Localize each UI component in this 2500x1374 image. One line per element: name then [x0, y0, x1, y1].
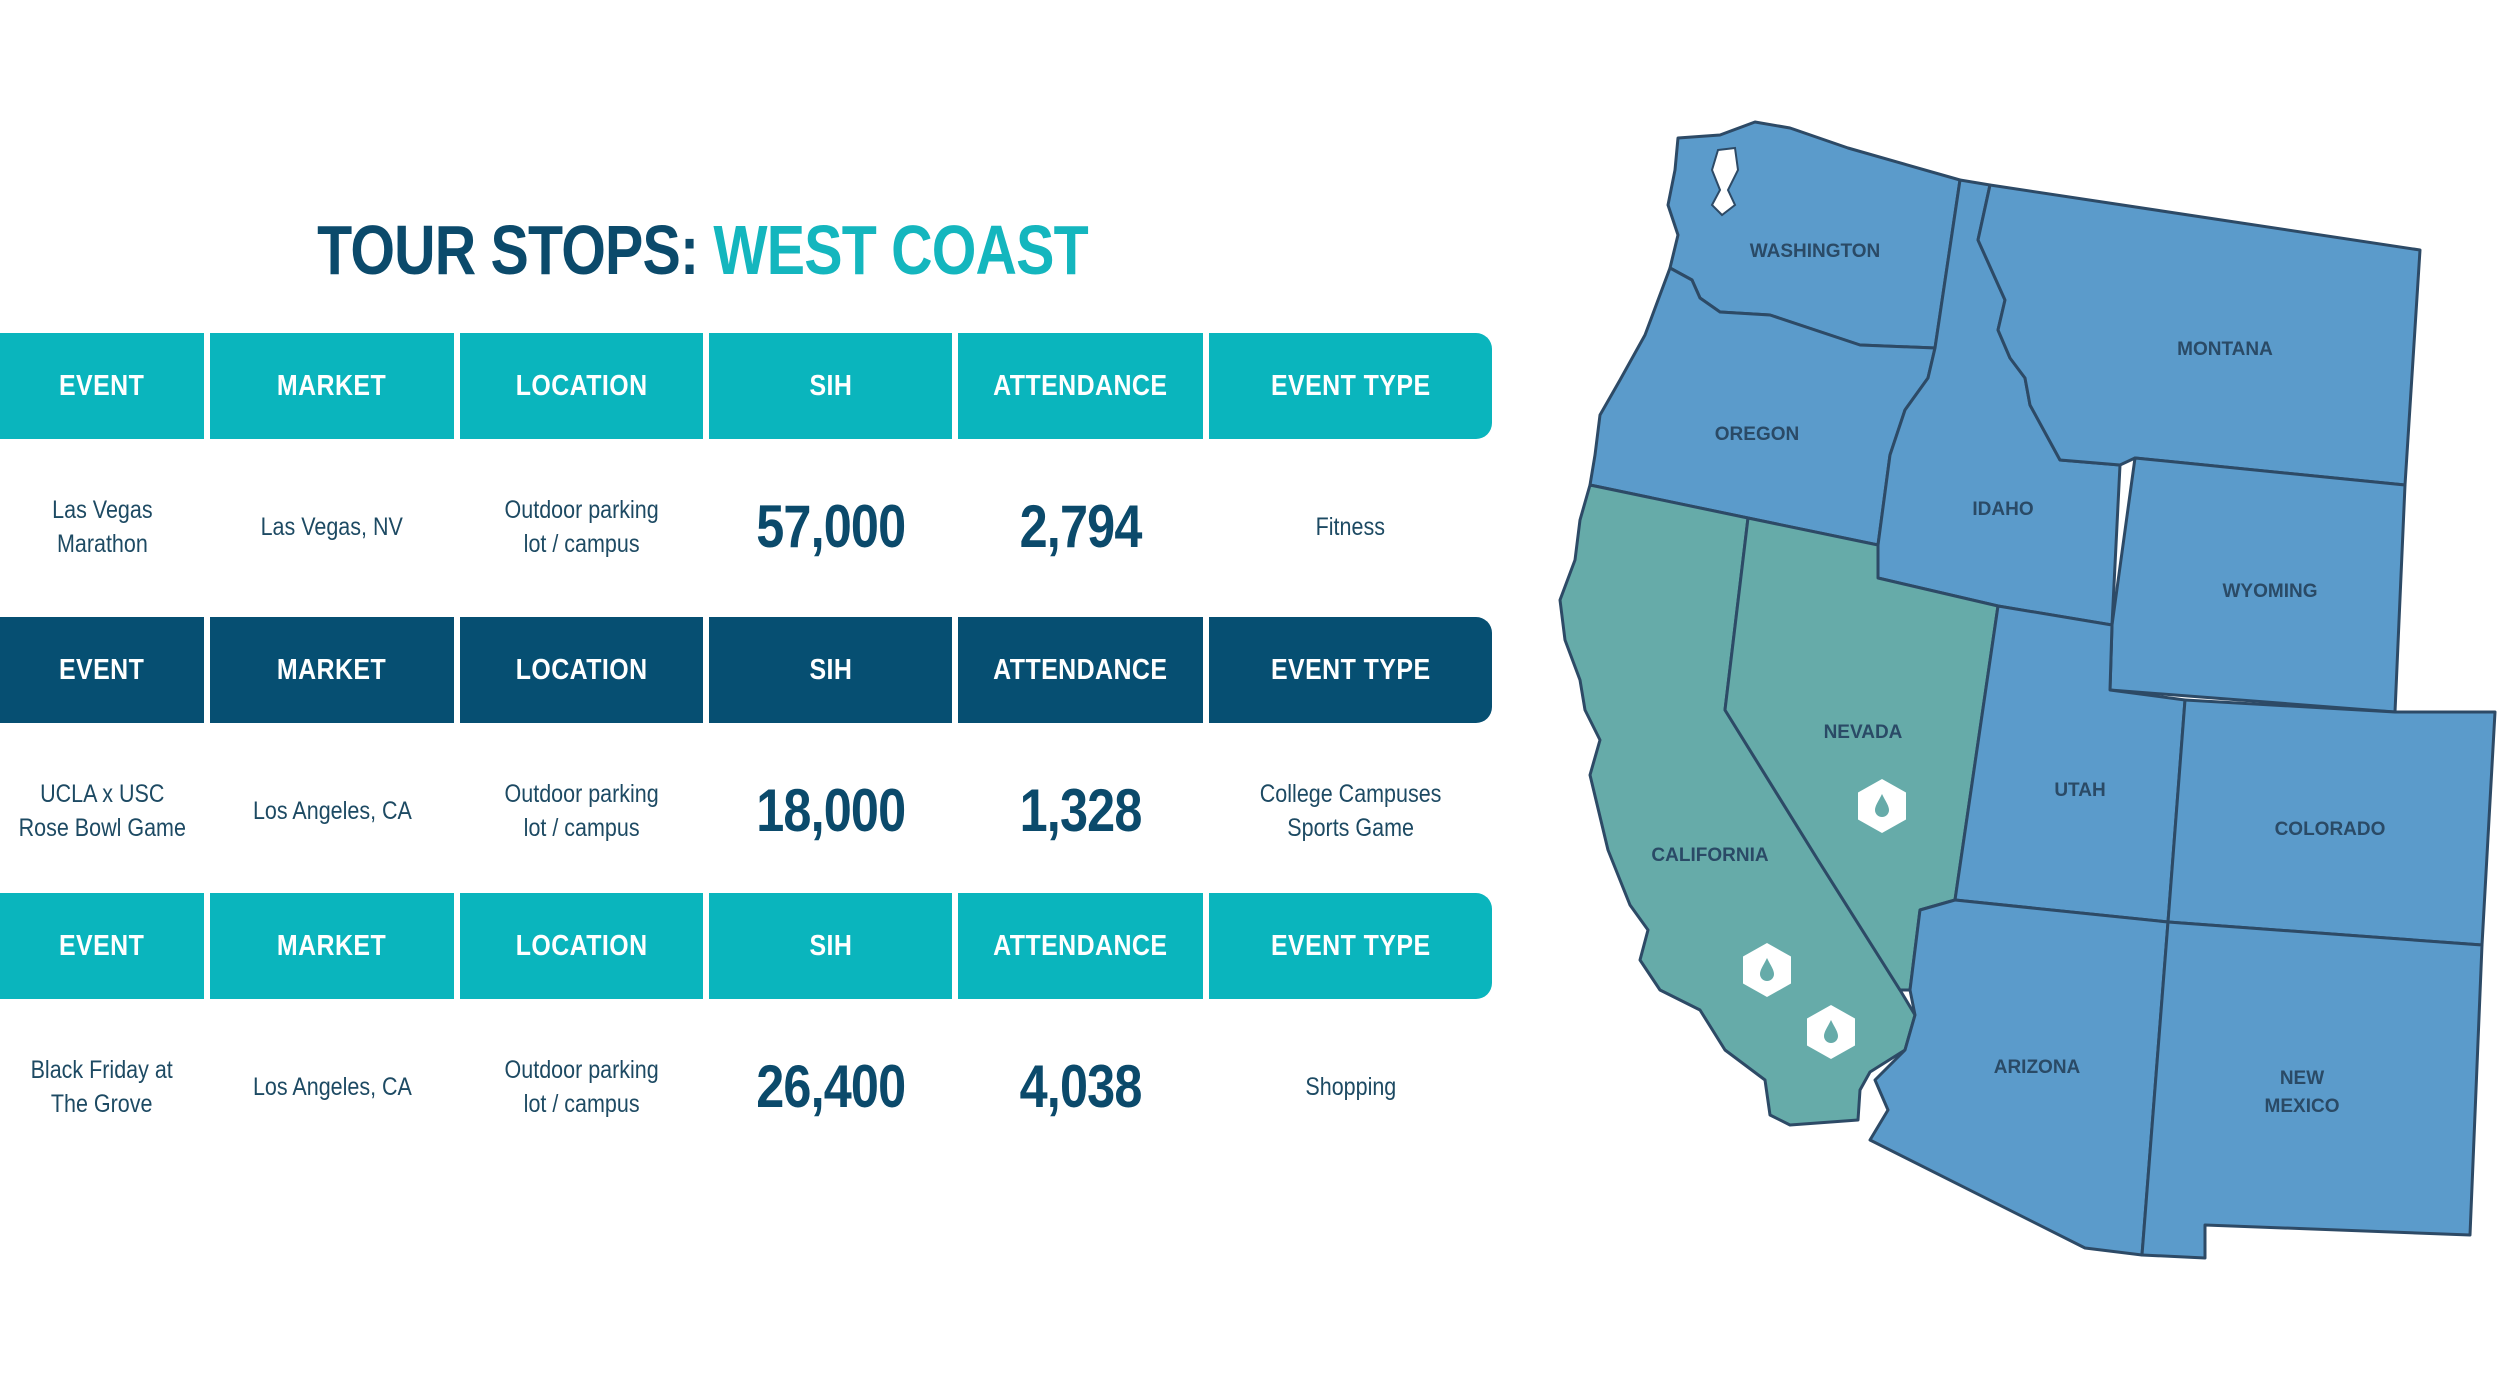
state-new-mexico — [2140, 920, 2484, 1260]
label-utah: UTAH — [2054, 780, 2105, 801]
label-oregon: OREGON — [1715, 424, 1799, 445]
cell-sih: 57,000 — [755, 493, 906, 560]
table-row: Las Vegas Marathon Las Vegas, NV Outdoor… — [0, 439, 1492, 615]
label-wyoming: WYOMING — [2223, 581, 2318, 602]
cell-event-type: Fitness — [1315, 513, 1386, 541]
label-idaho: IDAHO — [1972, 499, 2033, 520]
cell-event-type: College Campuses Sports Game — [1259, 780, 1442, 842]
title-highlight: WEST COAST — [713, 211, 1088, 289]
cell-location: Outdoor parking lot / campus — [504, 496, 659, 558]
header-attendance: ATTENDANCE — [958, 893, 1203, 999]
label-nevada: NEVADA — [1824, 722, 1903, 743]
cell-attendance: 4,038 — [1019, 1053, 1143, 1120]
marker-las-vegas — [1858, 779, 1906, 833]
cell-market: Las Vegas, NV — [260, 513, 404, 541]
water-drop-icon — [1875, 794, 1889, 817]
cell-sih: 26,400 — [755, 1053, 906, 1120]
label-colorado: COLORADO — [2275, 819, 2386, 840]
header-event: EVENT — [0, 333, 204, 439]
label-new-mexico-2: MEXICO — [2265, 1096, 2340, 1117]
cell-market: Los Angeles, CA — [252, 1073, 412, 1101]
header-event: EVENT — [0, 617, 204, 723]
label-washington: WASHINGTON — [1750, 241, 1881, 262]
header-event-type: EVENT TYPE — [1209, 333, 1492, 439]
header-sih: SIH — [709, 893, 952, 999]
state-wyoming — [2108, 456, 2407, 714]
label-arizona: ARIZONA — [1994, 1057, 2081, 1078]
cell-attendance: 2,794 — [1019, 493, 1143, 560]
table-header-3: EVENT MARKET LOCATION SIH ATTENDANCE EVE… — [0, 893, 1492, 999]
header-sih: SIH — [709, 333, 952, 439]
state-colorado — [2166, 698, 2497, 947]
cell-event: UCLA x USC Rose Bowl Game — [18, 780, 186, 842]
title-prefix: TOUR STOPS: — [317, 211, 699, 289]
state-california — [1558, 483, 1917, 1127]
water-drop-icon — [1760, 958, 1774, 981]
cell-event: Las Vegas Marathon — [51, 496, 153, 558]
header-location: LOCATION — [460, 333, 703, 439]
header-market: MARKET — [210, 893, 454, 999]
header-location: LOCATION — [460, 617, 703, 723]
header-market: MARKET — [210, 617, 454, 723]
header-event: EVENT — [0, 893, 204, 999]
table-row: UCLA x USC Rose Bowl Game Los Angeles, C… — [0, 723, 1492, 899]
marker-los-angeles-2 — [1807, 1005, 1855, 1059]
cell-market: Los Angeles, CA — [252, 797, 412, 825]
page-title: TOUR STOPS: WEST COAST — [126, 205, 1278, 295]
marker-los-angeles-1 — [1743, 943, 1791, 997]
cell-location: Outdoor parking lot / campus — [504, 780, 659, 842]
cell-location: Outdoor parking lot / campus — [504, 1056, 659, 1118]
cell-event-type: Shopping — [1305, 1073, 1396, 1101]
west-coast-map: WASHINGTON MONTANA OREGON IDAHO WYOMING … — [1555, 95, 2500, 1275]
water-drop-icon — [1824, 1020, 1838, 1043]
cell-event: Black Friday at The Grove — [30, 1056, 174, 1118]
header-market: MARKET — [210, 333, 454, 439]
puget-sound — [1710, 146, 1740, 217]
table-header-2: EVENT MARKET LOCATION SIH ATTENDANCE EVE… — [0, 617, 1492, 723]
label-california: CALIFORNIA — [1651, 845, 1768, 866]
header-attendance: ATTENDANCE — [958, 333, 1203, 439]
header-event-type: EVENT TYPE — [1209, 893, 1492, 999]
header-event-type: EVENT TYPE — [1209, 617, 1492, 723]
cell-attendance: 1,328 — [1019, 777, 1143, 844]
header-attendance: ATTENDANCE — [958, 617, 1203, 723]
label-montana: MONTANA — [2177, 339, 2273, 360]
header-location: LOCATION — [460, 893, 703, 999]
label-new-mexico-1: NEW — [2280, 1068, 2324, 1089]
table-row: Black Friday at The Grove Los Angeles, C… — [0, 999, 1492, 1175]
header-sih: SIH — [709, 617, 952, 723]
table-header-1: EVENT MARKET LOCATION SIH ATTENDANCE EVE… — [0, 333, 1492, 439]
cell-sih: 18,000 — [755, 777, 906, 844]
